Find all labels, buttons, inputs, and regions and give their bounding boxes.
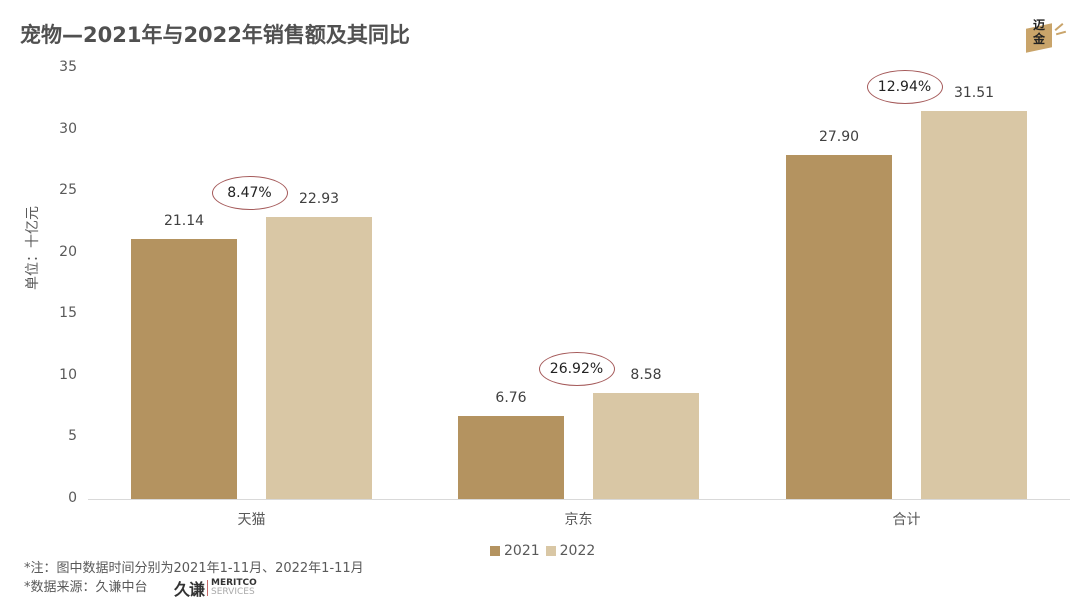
x-axis-line: [88, 499, 1070, 500]
yoy-growth-badge: 8.47%: [211, 175, 288, 210]
legend-swatch-2021: [490, 546, 500, 556]
company-logo: 迈 金: [1022, 16, 1067, 56]
value-label: 6.76: [495, 389, 527, 406]
legend-swatch-2022: [545, 546, 556, 556]
bar-2021: [786, 155, 892, 499]
bar-2021: [458, 415, 564, 499]
x-tick-label: 京东: [564, 512, 593, 528]
y-tick-label: 35: [59, 59, 77, 75]
value-label: 27.90: [818, 129, 860, 146]
legend-item-2021: 2021: [490, 543, 540, 559]
y-tick-label: 25: [59, 182, 77, 199]
logo-text: 迈 金: [1032, 18, 1046, 46]
value-label: 31.51: [953, 84, 995, 101]
x-tick-label: 合计: [892, 512, 921, 528]
y-tick-label: 10: [59, 366, 77, 383]
legend-label-2021: 2021: [504, 543, 540, 559]
brand-cn: 久谦: [174, 580, 205, 599]
legend-item-2022: 2022: [545, 543, 596, 559]
brand-separator: [207, 580, 209, 596]
legend-label-2022: 2022: [559, 543, 596, 559]
logo-line2: 金: [1032, 32, 1045, 46]
bar-2022: [921, 110, 1027, 499]
note-data-source: *数据来源：久谦中台: [24, 580, 148, 595]
bar-2022: [266, 216, 372, 499]
yoy-growth-badge: 12.94%: [866, 69, 943, 104]
yoy-growth-badge: 26.92%: [538, 352, 615, 387]
source-brand-logo: 久谦 MERITCO SERVICES: [174, 576, 257, 600]
logo-line1: 迈: [1032, 18, 1045, 32]
legend: 2021 2022: [490, 543, 601, 559]
y-tick-label: 15: [59, 305, 77, 322]
bar-2022: [593, 393, 699, 499]
note-date-range: *注：图中数据时间分别为2021年1-11月、2022年1-11月: [24, 561, 364, 576]
y-tick-label: 5: [68, 428, 77, 445]
brand-en: MERITCO SERVICES: [211, 579, 257, 597]
value-label: 21.14: [163, 212, 205, 229]
chart-title: 宠物—2021年与2022年销售额及其同比: [20, 23, 410, 47]
y-tick-label: 0: [68, 490, 77, 506]
bar-2021: [131, 238, 237, 499]
y-tick-label: 30: [59, 120, 77, 137]
brand-en-line2: SERVICES: [211, 587, 255, 597]
value-label: 8.58: [630, 367, 662, 384]
value-label: 22.93: [298, 190, 340, 207]
y-tick-label: 20: [59, 243, 77, 260]
x-tick-label: 天猫: [237, 512, 266, 528]
brand-en-line1: MERITCO: [211, 578, 257, 588]
